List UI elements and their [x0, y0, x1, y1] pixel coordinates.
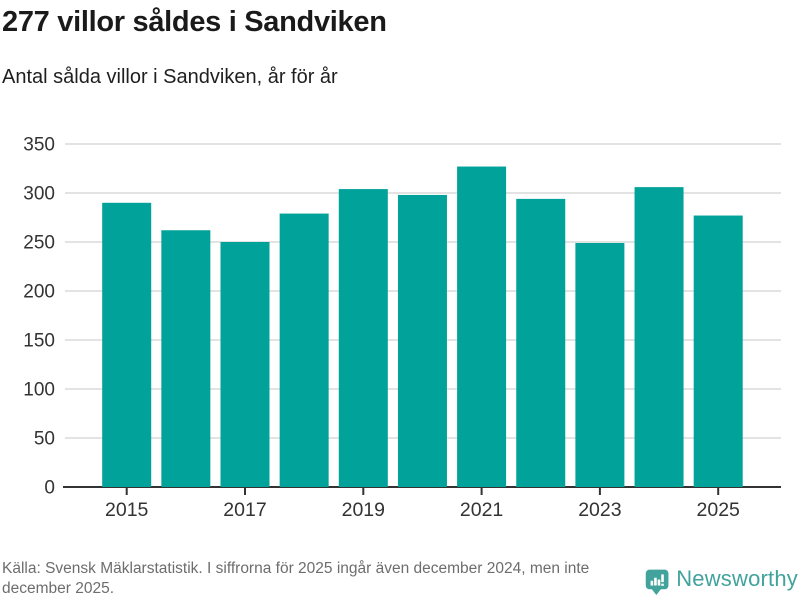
x-tick-label-2017: 2017 — [223, 499, 266, 521]
newsworthy-logo: Newsworthy — [645, 564, 798, 600]
bar-2025 — [693, 215, 743, 488]
bar-2020 — [397, 194, 447, 487]
x-tick-label-2023: 2023 — [578, 499, 621, 521]
source-note: Källa: Svensk Mäklarstatistik. I siffror… — [2, 560, 590, 597]
x-tick-label-2025: 2025 — [697, 499, 741, 521]
newsworthy-logo-icon — [645, 569, 669, 595]
bar-2021 — [457, 166, 507, 488]
y-tick-label-150: 150 — [23, 331, 55, 352]
y-tick-label-250: 250 — [23, 233, 55, 254]
bar-2023 — [575, 242, 625, 487]
bar-2016 — [161, 230, 211, 488]
y-tick-label-350: 350 — [23, 135, 55, 156]
bar-2017 — [220, 242, 270, 487]
y-tick-label-50: 50 — [34, 429, 55, 450]
bar-2015 — [102, 202, 152, 488]
bar-2022 — [516, 198, 566, 487]
bar-2018 — [279, 213, 329, 487]
x-tick-label-2019: 2019 — [342, 499, 385, 521]
y-tick-label-100: 100 — [23, 380, 55, 401]
x-tick-label-2015: 2015 — [105, 499, 149, 521]
x-tick-label-2021: 2021 — [460, 499, 503, 521]
page-title: 277 villor såldes i Sandviken — [2, 6, 387, 38]
bar-2019 — [338, 189, 388, 487]
chart-subtitle: Antal sålda villor i Sandviken, år för å… — [2, 66, 338, 88]
y-tick-label-0: 0 — [44, 478, 55, 499]
y-tick-label-300: 300 — [23, 184, 55, 205]
newsworthy-logo-text: Newsworthy — [676, 566, 798, 591]
y-tick-label-200: 200 — [23, 282, 55, 303]
bar-2024 — [634, 187, 684, 487]
bar-chart: 0 50 100 150 200 250 300 350 2015 2017 2019 2021 202… — [23, 135, 781, 521]
